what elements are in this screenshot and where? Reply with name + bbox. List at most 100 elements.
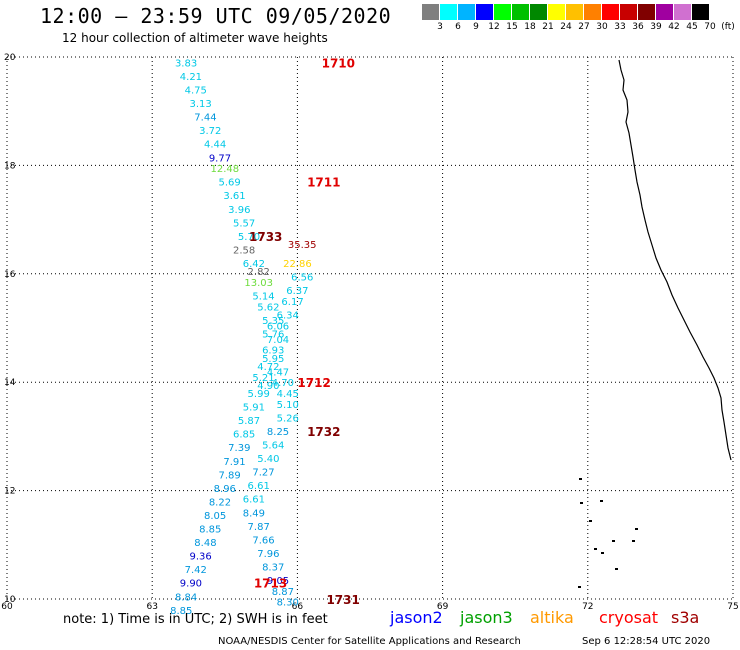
island-shape (612, 540, 615, 542)
y-tick-label: 18 (4, 161, 16, 171)
legend-swatch (422, 4, 439, 20)
wave-height-label: 4.47 (267, 367, 289, 378)
wave-height-label: 4.72 (257, 362, 279, 373)
satellite-s3a: s3a (671, 608, 700, 627)
legend-swatch (458, 4, 475, 20)
y-tick-label: 16 (4, 270, 16, 280)
legend-swatch (584, 4, 601, 20)
wave-height-label: 8.37 (262, 562, 284, 573)
island-shape (600, 500, 603, 502)
wave-height-label: 5.70 (238, 232, 260, 243)
wave-height-label: 6.56 (291, 273, 313, 284)
wave-height-label: 7.27 (252, 468, 274, 479)
wave-height-label: 9.77 (209, 153, 231, 164)
island-shape (615, 568, 618, 570)
wave-height-label: 5.76 (262, 329, 284, 340)
wave-height-label: 8.49 (243, 508, 265, 519)
legend-tick-label: 30 (596, 22, 608, 32)
wave-height-label: 7.44 (194, 113, 216, 124)
legend-swatch (530, 4, 547, 20)
wave-height-label: 5.87 (238, 416, 260, 427)
satellite-altika: altika (530, 608, 574, 627)
island-shape (635, 528, 638, 530)
footer-credit: NOAA/NESDIS Center for Satellite Applica… (218, 636, 521, 647)
legend-tick-label: 27 (578, 22, 590, 32)
wave-height-label: 2.58 (233, 245, 255, 256)
legend-swatch (620, 4, 637, 20)
island-shape (601, 552, 604, 554)
island-shape (632, 540, 635, 542)
wave-height-label: 8.96 (214, 484, 236, 495)
wave-height-label: 3.61 (223, 191, 245, 202)
wave-height-label: 5.62 (257, 302, 279, 313)
satellite-jason3: jason3 (460, 608, 513, 627)
wave-height-label: 4.45 (277, 389, 299, 400)
legend-swatch (440, 4, 457, 20)
legend-swatch (548, 4, 565, 20)
legend-swatch (494, 4, 511, 20)
x-tick-label: 66 (292, 602, 304, 612)
wave-height-label: 4.44 (204, 140, 226, 151)
legend-swatch (566, 4, 583, 20)
satellite-cryosat: cryosat (599, 608, 659, 627)
y-tick-label: 10 (4, 595, 16, 605)
wave-height-label: 5.69 (219, 178, 241, 189)
wave-height-label: 35.35 (288, 240, 317, 251)
wave-height-label: 7.96 (257, 549, 279, 560)
wave-height-label: 22.86 (283, 259, 312, 270)
y-tick-label: 12 (4, 487, 15, 497)
legend-tick-label: 6 (455, 22, 461, 32)
legend-swatch (602, 4, 619, 20)
legend-tick-label: 12 (488, 22, 500, 32)
wave-height-label: 5.91 (243, 403, 265, 414)
wave-height-label: 3.72 (199, 126, 221, 137)
wave-height-label: 8.87 (272, 587, 294, 598)
wave-height-label: 7.91 (223, 457, 245, 468)
legend-tick-label: 42 (668, 22, 680, 32)
wave-height-label: 6.42 (243, 259, 265, 270)
x-tick-label: 63 (146, 602, 157, 612)
wave-height-label: 7.87 (248, 522, 270, 533)
legend-tick-label: 39 (650, 22, 662, 32)
x-tick-label: 75 (727, 602, 738, 612)
x-tick-label: 69 (437, 602, 449, 612)
legend-swatch (476, 4, 493, 20)
wave-height-label: 5.14 (252, 291, 274, 302)
coastline (618, 59, 732, 461)
wave-height-label: 5.64 (262, 441, 284, 452)
wave-height-label: 7.42 (185, 565, 207, 576)
wave-height-label: 6.17 (281, 297, 303, 308)
x-tick-label: 72 (582, 602, 593, 612)
track-time-label: 1713 (254, 577, 287, 591)
x-tick-label: 60 (1, 602, 13, 612)
track-time-label: 1732 (307, 425, 340, 439)
wave-height-label: 8.25 (267, 427, 289, 438)
wave-height-label: 2.82 (248, 267, 270, 278)
legend-tick-label: 70 (704, 22, 716, 32)
wave-height-label: 9.90 (180, 579, 202, 590)
wave-height-label: 6.06 (267, 321, 289, 332)
wave-height-label: 6.61 (248, 481, 270, 492)
legend-tick-label: 15 (506, 22, 518, 32)
satellite-jason2: jason2 (390, 608, 443, 627)
wave-height-label: 5.95 (262, 354, 284, 365)
legend-tick-label: 3 (437, 22, 443, 32)
wave-height-label: 8.84 (175, 592, 197, 603)
footer-timestamp: Sep 6 12:28:54 UTC 2020 (582, 636, 711, 647)
legend-tick-label: 45 (686, 22, 698, 32)
wave-height-label: 8.22 (209, 497, 231, 508)
wave-height-label: 5.21 (252, 373, 274, 384)
wave-height-label: 4.70 (272, 378, 294, 389)
island-shape (579, 478, 582, 480)
legend-swatch (638, 4, 655, 20)
track-time-label: 1711 (307, 176, 340, 190)
track-time-label: 1731 (326, 593, 359, 607)
wave-height-label: 12.48 (210, 164, 239, 175)
island-shape (580, 502, 583, 504)
y-tick-label: 14 (4, 378, 16, 388)
wave-height-label: 5.57 (233, 218, 255, 229)
wave-height-label: 3.96 (228, 205, 250, 216)
legend-tick-label: 24 (560, 22, 572, 32)
wave-height-label: 7.89 (219, 470, 241, 481)
